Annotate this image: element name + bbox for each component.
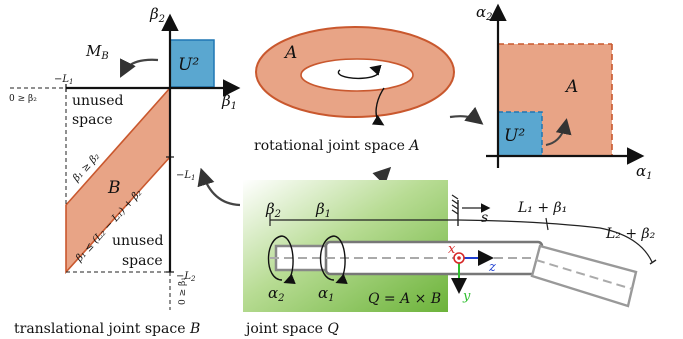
joint-to-translational-arrow [197,167,241,207]
alpha1-rotation-arrow [319,235,335,281]
s-label: s [481,210,488,226]
translational-panel [10,13,241,310]
torus-a-label: A [283,43,297,63]
q-definition: Q = A × B [368,291,441,307]
zero-ge-beta2-label: 0 ≥ β₂ [9,94,37,104]
robot-beta1-label: β1 [315,200,331,220]
set-b-label: B [107,178,121,198]
joint-space-caption: joint space Q [244,321,339,337]
torus [255,26,455,126]
alpha2-rotation-arrow [267,235,283,281]
tube-rotation-arrow [371,87,385,126]
unused-top-label: unused [72,93,124,109]
torus-to-angle-arrow [449,106,484,125]
u2-label-right: U² [504,126,525,146]
zero-ge-beta1-label: 0 ≥ β₁ [178,277,188,305]
coordinate-frame [451,250,494,294]
robot-alpha2-label: α2 [268,284,285,304]
map-arrow [120,58,159,78]
unused-top-label-2: space [72,112,113,128]
unused-bottom-label-2: space [122,253,163,269]
y-label: y [462,289,471,304]
alpha2-label: α2 [476,3,493,23]
unused-bottom-label: unused [112,233,164,249]
alpha1-label: α1 [636,162,653,182]
hole-rotation-arrow [337,64,382,80]
u2-to-a-arrow [545,118,572,146]
robot-beta2-label: β2 [265,200,281,220]
translational-caption: translational joint space B [14,321,200,337]
robot-alpha1-label: α1 [318,284,335,304]
neg-l2-label: −L2 [176,271,196,283]
neg-l1-label: −L1 [54,74,74,86]
angular-panel [486,3,645,168]
set-a-label-right: A [564,77,578,97]
length-dimension [269,194,657,265]
beta2-label: β2 [149,5,165,25]
map-b-label: MB [85,42,109,62]
x-label: x [448,242,456,257]
rotational-caption: rotational joint space A [254,138,419,154]
l2-beta2-label: L₂ + β₂ [605,226,656,242]
z-label: z [488,260,496,275]
l1-beta1-label: L₁ + β₁ [517,200,567,216]
u2-label-left: U² [178,55,199,75]
neg-l1-vertical-label: −L1 [176,170,196,182]
beta1-label: β1 [221,92,237,112]
